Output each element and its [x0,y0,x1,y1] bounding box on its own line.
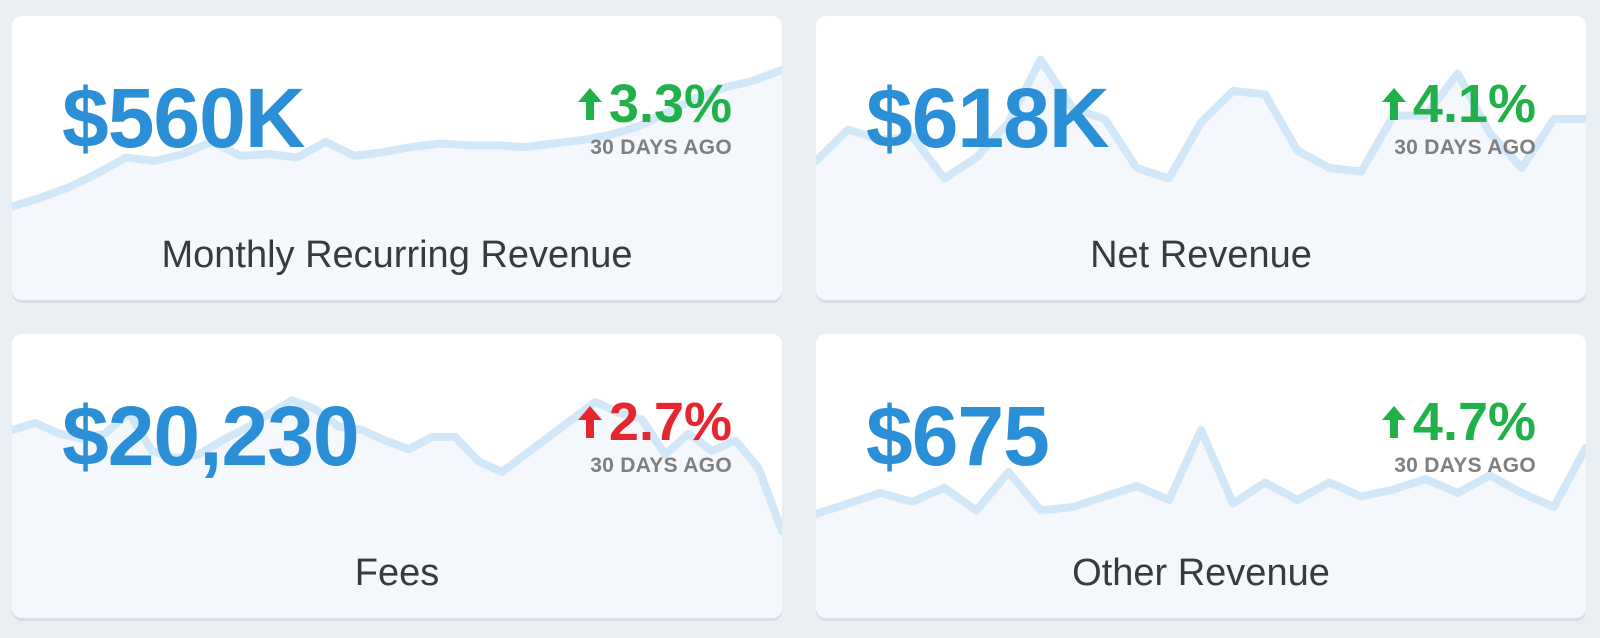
sparkline-line [12,66,782,211]
metric-value: $675 [866,389,1050,483]
change-indicator: 3.3% 30 DAYS AGO [577,76,732,160]
metric-card-other-revenue[interactable]: $675 4.7% 30 DAYS AGO Other Revenue [816,334,1586,618]
comparison-period: 30 DAYS AGO [590,136,732,159]
metric-card-mrr[interactable]: $560K 3.3% 30 DAYS AGO Monthly Recurring… [12,16,782,300]
sparkline-area [12,70,782,300]
metric-label: Net Revenue [1090,234,1312,276]
sparkline-chart [12,66,782,300]
arrow-up-icon [1381,406,1406,438]
change-percent: 4.1% [1412,74,1536,134]
arrow-up-icon [577,406,602,438]
sparkline-chart [816,426,1586,618]
arrow-up-icon [1381,88,1406,120]
comparison-period: 30 DAYS AGO [590,454,732,477]
sparkline-line [816,55,1586,183]
metric-label: Fees [354,552,440,594]
sparkline-line [816,426,1586,518]
metric-value: $20,230 [62,389,360,483]
change-percent: 3.3% [608,74,732,134]
metric-card-fees[interactable]: $20,230 2.7% 30 DAYS AGO Fees [12,334,782,618]
metric-label: Other Revenue [1072,552,1330,594]
change-indicator: 2.7% 30 DAYS AGO [577,394,732,478]
arrow-up-icon [577,88,602,120]
change-indicator: 4.1% 30 DAYS AGO [1381,76,1536,160]
comparison-period: 30 DAYS AGO [1394,136,1536,159]
metric-value: $618K [866,71,1110,165]
metric-card-net-revenue[interactable]: $618K 4.1% 30 DAYS AGO Net Revenue [816,16,1586,300]
change-indicator: 4.7% 30 DAYS AGO [1381,394,1536,478]
sparkline-chart [12,396,782,618]
comparison-period: 30 DAYS AGO [1394,454,1536,477]
change-percent: 2.7% [608,392,732,452]
metric-value: $560K [62,71,306,165]
change-percent: 4.7% [1412,392,1536,452]
metric-label: Monthly Recurring Revenue [161,234,633,276]
sparkline-line [12,396,782,536]
